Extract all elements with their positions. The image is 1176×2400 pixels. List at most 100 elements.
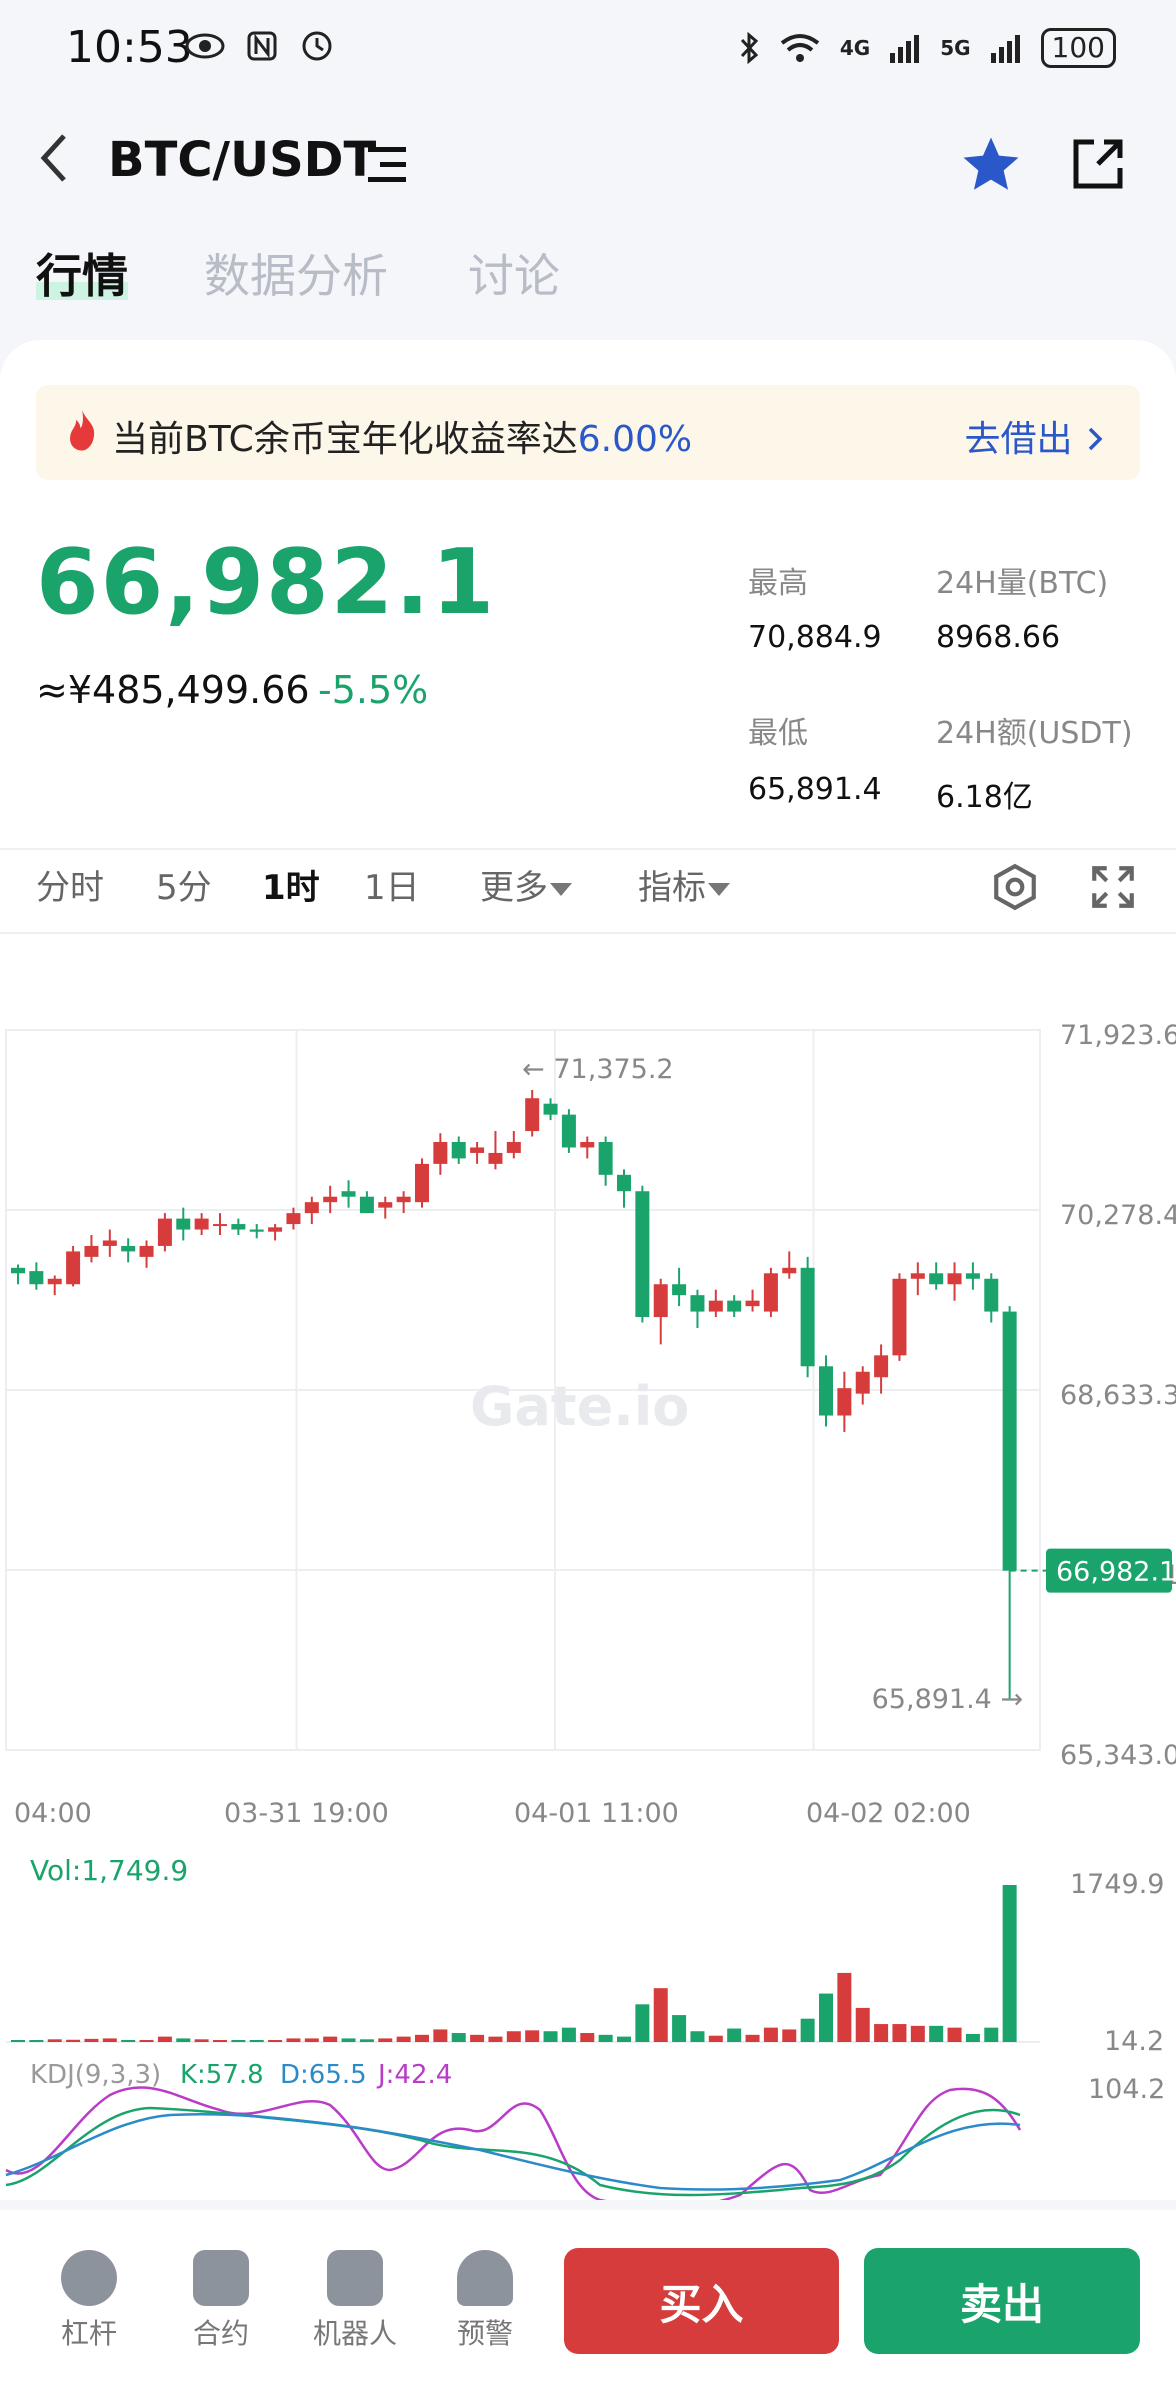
volume-bar bbox=[121, 2040, 136, 2042]
volume-bar bbox=[965, 2033, 980, 2042]
candle-body bbox=[84, 1245, 99, 1257]
status-bar: 10:53 4G 5G 100 bbox=[0, 0, 1176, 100]
volume-bar bbox=[470, 2034, 485, 2042]
x-tick-label: 03-31 19:00 bbox=[224, 1798, 389, 1829]
nav-alert[interactable]: 预警 bbox=[440, 2250, 530, 2352]
nav-alert-label: 预警 bbox=[456, 2317, 513, 2350]
interval-line[interactable]: 分时 bbox=[36, 868, 104, 908]
candle-body bbox=[672, 1284, 687, 1296]
alarm-icon bbox=[302, 31, 332, 61]
candle-body bbox=[194, 1218, 209, 1230]
earn-banner[interactable] bbox=[36, 385, 1140, 480]
interval-5m[interactable]: 5分 bbox=[156, 868, 212, 908]
volume-bar bbox=[874, 2024, 889, 2042]
candle-body bbox=[359, 1196, 374, 1214]
volume-bar bbox=[506, 2031, 521, 2042]
menu-switch-icon[interactable] bbox=[368, 145, 412, 185]
network-5g: 5G bbox=[940, 36, 971, 60]
volume-bar bbox=[690, 2031, 705, 2042]
candle-body bbox=[708, 1300, 723, 1312]
volume-bar bbox=[947, 2027, 962, 2042]
low-value: 65,891.4 bbox=[748, 772, 882, 807]
favorite-star-icon[interactable] bbox=[958, 132, 1024, 198]
candle-body bbox=[965, 1273, 980, 1279]
volume-bar bbox=[286, 2038, 301, 2042]
volume-bar bbox=[323, 2036, 338, 2042]
candle-body bbox=[341, 1191, 356, 1197]
candle-body bbox=[323, 1196, 338, 1203]
candle-body bbox=[580, 1141, 595, 1148]
volume-bar bbox=[708, 2035, 723, 2042]
candle-body bbox=[286, 1213, 301, 1225]
status-icons bbox=[185, 28, 334, 71]
kdj-label: KDJ(9,3,3) bbox=[30, 2060, 161, 2090]
candle-body bbox=[139, 1245, 154, 1257]
min-price-marker: 65,891.4 → bbox=[872, 1684, 1023, 1715]
tab-market[interactable]: 行情 bbox=[36, 240, 128, 306]
volume-bar bbox=[47, 2039, 62, 2042]
candle-body bbox=[102, 1240, 117, 1246]
indicator-label: 指标 bbox=[638, 868, 706, 908]
volume-bar bbox=[910, 2025, 925, 2042]
volume-bar bbox=[451, 2033, 466, 2042]
max-price-marker: ← 71,375.2 bbox=[522, 1054, 673, 1085]
volume-bar bbox=[102, 2038, 117, 2042]
candle-body bbox=[910, 1273, 925, 1279]
volume-bar bbox=[359, 2039, 374, 2042]
pair-title[interactable]: BTC/USDT bbox=[108, 132, 377, 188]
banner-text: 当前BTC余币宝年化收益率达 bbox=[112, 419, 578, 460]
volume-bar bbox=[194, 2039, 209, 2042]
nav-bot[interactable]: 机器人 bbox=[300, 2250, 410, 2352]
divider bbox=[0, 932, 1176, 934]
price-chart[interactable]: Gate.io 71,923.6 70,278.4 68,633.3 66,982.1… bbox=[0, 1000, 1176, 2200]
tab-discussion[interactable]: 讨论 bbox=[468, 249, 560, 303]
x-axis-ticks: 04:00 03-31 19:00 04-01 11:00 04-02 02:00 bbox=[14, 1798, 971, 1829]
back-arrow-icon[interactable] bbox=[34, 128, 74, 188]
more-dropdown[interactable]: 更多 bbox=[480, 860, 574, 909]
interval-toolbar: 分时 5分 1时 1日 更多 指标 bbox=[0, 860, 1176, 930]
chart-settings-icon[interactable] bbox=[990, 862, 1040, 912]
nav-contract[interactable]: 合约 bbox=[176, 2250, 266, 2352]
candle-body bbox=[378, 1202, 393, 1208]
candle-body bbox=[11, 1267, 25, 1274]
candle-body bbox=[800, 1267, 815, 1367]
status-time: 10:53 bbox=[66, 22, 193, 73]
caret-down-icon bbox=[550, 883, 572, 896]
volume-bar bbox=[433, 2029, 448, 2042]
contract-icon bbox=[193, 2250, 249, 2306]
nav-bot-label: 机器人 bbox=[312, 2317, 397, 2350]
volume-bar bbox=[727, 2028, 742, 2042]
nav-contract-label: 合约 bbox=[192, 2317, 249, 2350]
nav-leverage-label: 杠杆 bbox=[60, 2317, 117, 2350]
lend-link[interactable]: 去借出 bbox=[965, 410, 1106, 462]
earn-banner-text: 当前BTC余币宝年化收益率达6.00% bbox=[112, 410, 692, 462]
volume-bar bbox=[653, 1988, 668, 2042]
volume-bar bbox=[488, 2036, 503, 2042]
amount-value: 6.18亿 bbox=[936, 780, 1033, 815]
interval-1h[interactable]: 1时 bbox=[262, 868, 320, 908]
volume-bar bbox=[139, 2040, 154, 2042]
volume-bar bbox=[984, 2027, 999, 2042]
wifi-icon bbox=[780, 34, 820, 62]
tab-analysis[interactable]: 数据分析 bbox=[204, 249, 388, 303]
candle-body bbox=[506, 1141, 521, 1153]
indicator-dropdown[interactable]: 指标 bbox=[638, 860, 732, 909]
nav-leverage[interactable]: 杠杆 bbox=[44, 2250, 134, 2352]
candle-body bbox=[763, 1273, 778, 1312]
volume-bar bbox=[598, 2034, 613, 2042]
battery-indicator: 100 bbox=[1040, 28, 1116, 68]
kdj-k-line bbox=[5, 2106, 1021, 2197]
share-icon[interactable] bbox=[1068, 134, 1128, 194]
candle-body bbox=[837, 1388, 852, 1416]
candle-body bbox=[249, 1229, 264, 1232]
volume-bar bbox=[745, 2034, 760, 2042]
volume-bar bbox=[29, 2040, 44, 2042]
sell-button[interactable]: 卖出 bbox=[864, 2248, 1140, 2354]
volume-label: Vol:1,749.9 bbox=[30, 1854, 188, 1887]
volume-bar bbox=[268, 2040, 283, 2042]
candle-body bbox=[29, 1271, 44, 1285]
buy-button[interactable]: 买入 bbox=[564, 2248, 839, 2354]
candle-body bbox=[543, 1103, 558, 1115]
fullscreen-icon[interactable] bbox=[1088, 862, 1138, 912]
interval-1d[interactable]: 1日 bbox=[364, 868, 420, 908]
